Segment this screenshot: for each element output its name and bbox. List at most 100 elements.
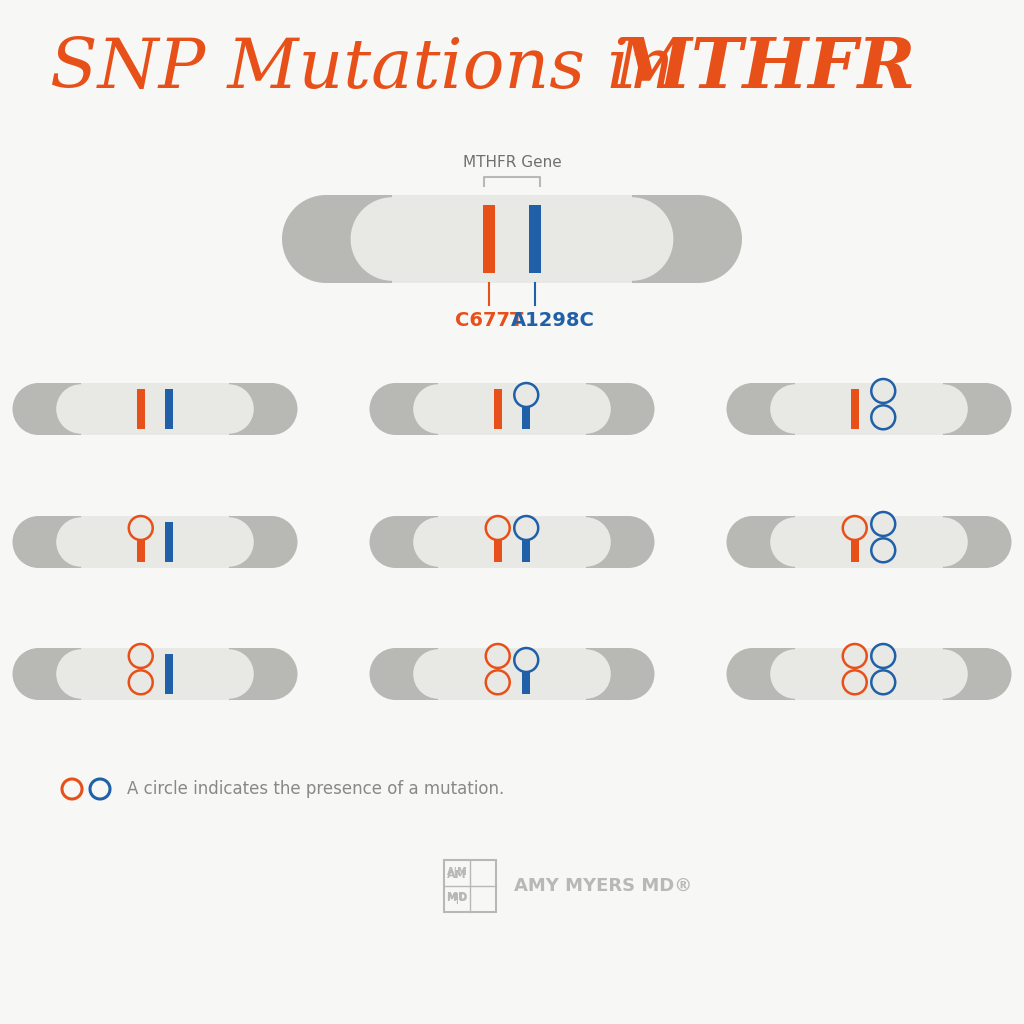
Circle shape	[12, 516, 65, 568]
Bar	[528, 205, 542, 273]
Circle shape	[919, 384, 968, 434]
Bar	[137, 692, 144, 694]
Bar	[522, 672, 530, 694]
Bar	[438, 383, 586, 435]
Bar	[438, 648, 586, 700]
Circle shape	[959, 383, 1012, 435]
Circle shape	[246, 383, 298, 435]
Bar	[851, 692, 859, 694]
Circle shape	[12, 648, 65, 700]
Circle shape	[56, 517, 105, 566]
Circle shape	[514, 648, 539, 672]
Circle shape	[871, 671, 895, 694]
Bar	[81, 648, 229, 700]
Circle shape	[561, 517, 610, 566]
Circle shape	[959, 648, 1012, 700]
Circle shape	[246, 516, 298, 568]
Circle shape	[871, 539, 895, 562]
Circle shape	[12, 383, 65, 435]
Circle shape	[726, 383, 778, 435]
Bar	[137, 540, 144, 562]
Bar	[880, 560, 887, 562]
Bar	[165, 521, 173, 562]
Circle shape	[485, 644, 510, 668]
Circle shape	[770, 649, 819, 698]
Bar	[395, 383, 629, 435]
Circle shape	[205, 517, 254, 566]
Bar	[39, 383, 271, 435]
Circle shape	[485, 671, 510, 694]
Circle shape	[414, 384, 463, 434]
Circle shape	[843, 516, 866, 540]
Circle shape	[561, 384, 610, 434]
Bar	[494, 540, 502, 562]
Circle shape	[129, 644, 153, 668]
Bar	[438, 516, 586, 568]
Circle shape	[129, 671, 153, 694]
Bar	[165, 389, 173, 429]
Bar	[522, 407, 530, 429]
Circle shape	[370, 383, 422, 435]
Circle shape	[129, 516, 153, 540]
Circle shape	[370, 516, 422, 568]
Bar	[494, 692, 502, 694]
Circle shape	[602, 383, 654, 435]
Circle shape	[485, 516, 510, 540]
Bar	[795, 383, 943, 435]
Bar	[81, 516, 229, 568]
Text: MTHFR Gene: MTHFR Gene	[463, 155, 561, 170]
Circle shape	[770, 384, 819, 434]
Bar	[753, 648, 985, 700]
Circle shape	[561, 649, 610, 698]
Circle shape	[843, 644, 866, 668]
Bar	[165, 653, 173, 694]
Bar	[395, 648, 629, 700]
Bar	[392, 195, 632, 283]
Circle shape	[726, 648, 778, 700]
Circle shape	[56, 384, 105, 434]
Bar	[444, 860, 496, 912]
Circle shape	[56, 649, 105, 698]
Bar	[795, 648, 943, 700]
Text: A|M: A|M	[446, 867, 467, 879]
Circle shape	[871, 379, 895, 403]
Bar	[851, 540, 859, 562]
Text: SNP Mutations in: SNP Mutations in	[50, 36, 696, 102]
Bar	[137, 389, 144, 429]
Circle shape	[205, 649, 254, 698]
Circle shape	[871, 644, 895, 668]
Text: MD: MD	[446, 893, 467, 902]
Circle shape	[590, 198, 674, 281]
Text: A circle indicates the presence of a mutation.: A circle indicates the presence of a mut…	[127, 780, 504, 798]
Circle shape	[90, 779, 110, 799]
Bar	[39, 516, 271, 568]
Bar	[880, 427, 887, 429]
Circle shape	[602, 648, 654, 700]
Bar	[880, 692, 887, 694]
Bar	[81, 383, 229, 435]
Circle shape	[205, 384, 254, 434]
Circle shape	[350, 198, 434, 281]
Circle shape	[919, 517, 968, 566]
Circle shape	[414, 517, 463, 566]
Text: AM: AM	[447, 869, 467, 880]
Bar	[851, 389, 859, 429]
Circle shape	[514, 383, 539, 407]
Circle shape	[726, 516, 778, 568]
Circle shape	[602, 516, 654, 568]
Bar	[522, 540, 530, 562]
Text: M|D: M|D	[446, 894, 468, 904]
Bar	[494, 389, 502, 429]
Circle shape	[414, 649, 463, 698]
Bar	[326, 195, 698, 283]
Bar	[795, 516, 943, 568]
Bar	[482, 205, 496, 273]
Circle shape	[871, 512, 895, 536]
Text: C677T: C677T	[455, 311, 523, 330]
Circle shape	[62, 779, 82, 799]
Circle shape	[919, 649, 968, 698]
Circle shape	[770, 517, 819, 566]
Circle shape	[654, 195, 742, 283]
Text: A1298C: A1298C	[511, 311, 595, 330]
Bar	[753, 383, 985, 435]
